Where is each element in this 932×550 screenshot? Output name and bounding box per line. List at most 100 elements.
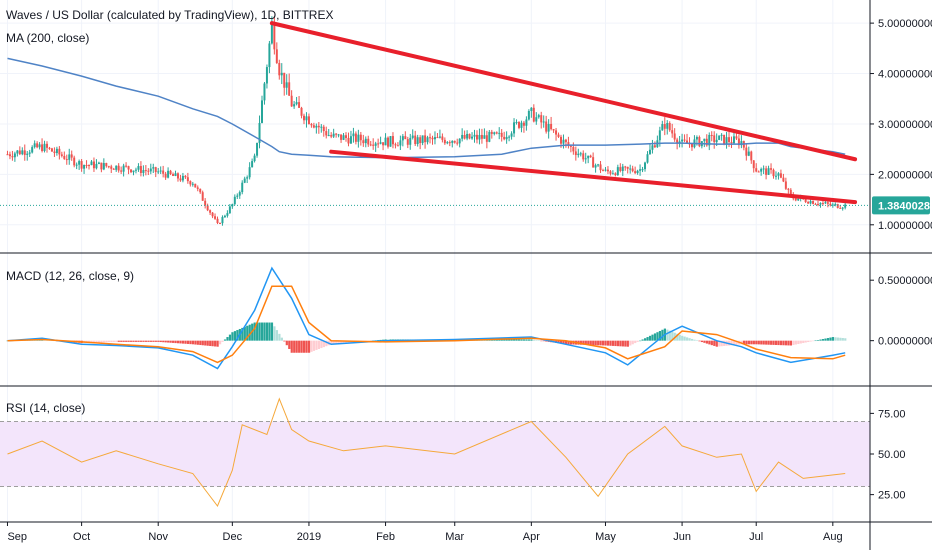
candle-body: [483, 135, 486, 139]
macd-histogram-bar: [836, 337, 839, 341]
candle-body: [115, 165, 118, 170]
candle-body: [831, 204, 834, 206]
macd-histogram-bar: [152, 340, 155, 342]
candle-body: [762, 168, 765, 170]
candle-body: [167, 170, 170, 178]
candle-body: [433, 137, 436, 140]
macd-histogram-bar: [191, 340, 195, 345]
candle-body: [671, 130, 674, 134]
macd-histogram-bar: [527, 339, 531, 341]
candle-body: [233, 196, 236, 205]
trendline-upper[interactable]: [269, 21, 858, 162]
macd-histogram-bar: [295, 340, 298, 353]
candle-body: [97, 162, 100, 164]
candle-body: [750, 151, 753, 161]
time-axis[interactable]: Sep Oct Nov Dec 2019 Feb Mar Apr May Jun Jul Aug: [6, 522, 843, 543]
candle-body: [562, 139, 565, 144]
candle-body: [181, 175, 184, 181]
macd-histogram-bar: [592, 340, 595, 346]
candle-body: [73, 157, 76, 166]
macd-histogram-bar: [246, 325, 249, 341]
candle-body: [28, 152, 31, 154]
candle-body: [184, 175, 187, 178]
candle-body: [228, 206, 231, 214]
candle-body: [362, 140, 365, 144]
candle-body: [105, 163, 108, 167]
macd-histogram-bar: [320, 340, 323, 349]
candle-body: [453, 140, 456, 143]
candle-body: [666, 122, 669, 129]
candle-body: [520, 122, 523, 128]
macd-histogram-bar: [844, 338, 847, 341]
candle-body: [251, 161, 254, 168]
rsi-band: [0, 421, 870, 487]
candle-body: [248, 167, 251, 178]
macd-histogram-bar: [639, 340, 642, 342]
macd-histogram-bar: [644, 338, 647, 341]
candle-body: [839, 207, 842, 209]
macd-histogram-bar: [532, 339, 536, 341]
macd-legend[interactable]: MACD (12, 26, close, 9): [6, 269, 134, 283]
candle-body: [594, 165, 597, 168]
price-axis[interactable]: 5.00000000 4.00000000 3.00000000 2.00000000…: [870, 18, 932, 232]
candle-body: [384, 137, 387, 146]
candle-body: [263, 83, 266, 101]
macd-histogram-bar: [142, 340, 145, 342]
candle-body: [797, 198, 800, 201]
symbol-title[interactable]: Waves / US Dollar (calculated by Trading…: [6, 8, 333, 22]
candle-body: [606, 169, 609, 172]
candle-body: [83, 164, 86, 169]
macd-histogram-bar: [784, 340, 788, 346]
candle-body: [557, 134, 560, 137]
candle-body: [162, 170, 165, 174]
candle-body: [206, 205, 209, 211]
macd-histogram-bar: [317, 340, 321, 349]
candle-body: [231, 204, 234, 207]
macd-histogram-bar: [816, 340, 820, 341]
macd-histogram-bar: [211, 340, 214, 347]
candle-body: [535, 117, 538, 122]
candle-body: [401, 136, 404, 141]
macd-axis[interactable]: 0.50000000 0.00000000: [870, 275, 932, 348]
rsi-legend[interactable]: RSI (14, close): [6, 401, 85, 415]
candle-body: [283, 72, 286, 88]
macd-histogram-bar: [184, 340, 187, 344]
candle-body: [391, 136, 394, 145]
candle-body: [68, 154, 71, 160]
candle-body: [406, 139, 409, 145]
macd-histogram-bar: [564, 340, 568, 345]
trendline-lower[interactable]: [329, 149, 858, 205]
candle-body: [310, 124, 313, 126]
macd-histogram-bar: [303, 340, 306, 353]
candle-body: [16, 150, 19, 154]
macd-signal-line: [7, 285, 846, 364]
candle-body: [611, 173, 614, 175]
candle-body: [812, 200, 815, 204]
candle-body: [256, 142, 259, 156]
macd-histogram-bar: [794, 340, 797, 345]
candle-body: [651, 145, 654, 150]
candle-body: [438, 136, 441, 138]
macd-histogram-bar: [634, 340, 637, 344]
ma-legend[interactable]: MA (200, close): [6, 31, 89, 45]
macd-histogram-bar: [92, 340, 96, 343]
macd-histogram-bar: [537, 340, 540, 341]
candle-body: [152, 167, 155, 169]
candle-body: [142, 170, 145, 173]
time-tick-label: Nov: [148, 531, 168, 543]
macd-histogram-bar: [584, 340, 587, 345]
macd-tick-label: 0.00000000: [878, 336, 932, 348]
candle-body: [569, 145, 572, 147]
candle-body: [357, 134, 360, 142]
candle-body: [789, 189, 792, 196]
candle-body: [191, 183, 194, 185]
macd-histogram-bar: [374, 340, 377, 341]
macd-histogram-bar: [683, 336, 686, 341]
macd-histogram-bar: [330, 340, 333, 345]
macd-histogram-bar: [562, 340, 565, 344]
time-tick-label: Sep: [7, 531, 27, 543]
rsi-axis[interactable]: 75.00 50.00 25.00: [870, 408, 906, 502]
macd-histogram-bar: [799, 340, 802, 344]
macd-histogram-bar: [147, 340, 150, 342]
